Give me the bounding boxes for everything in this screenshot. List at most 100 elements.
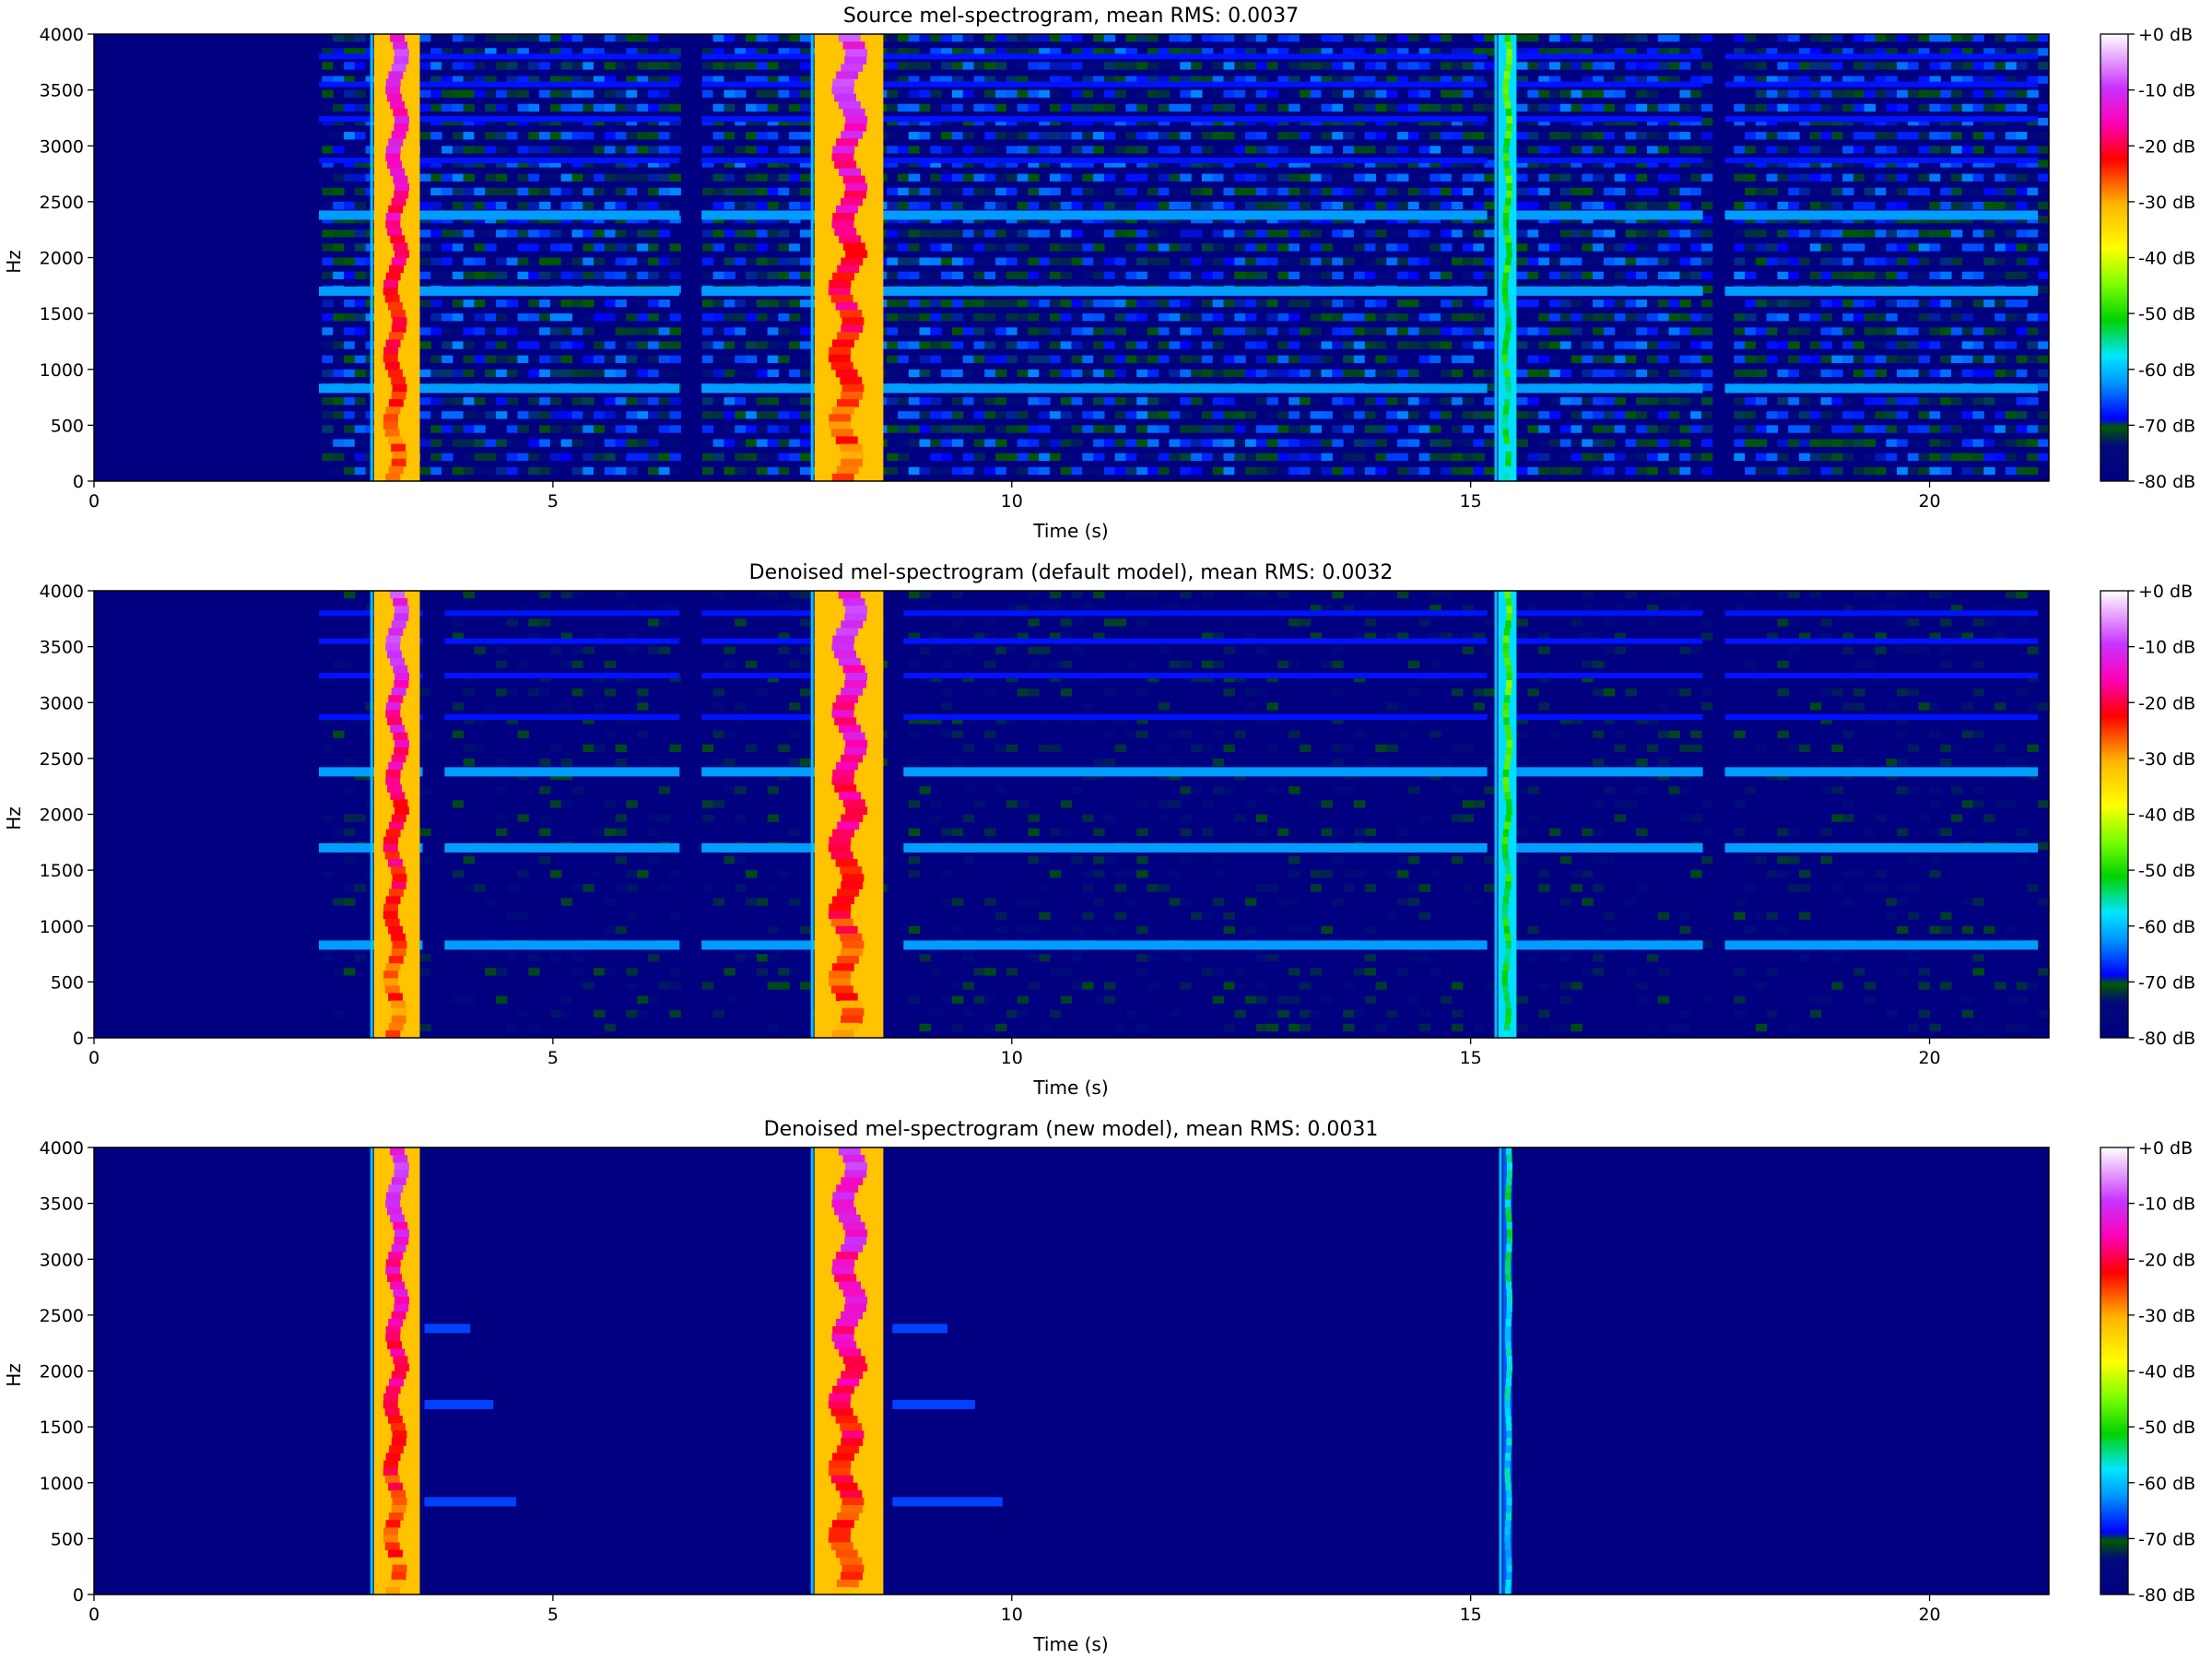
heatmap-cell	[1060, 257, 1073, 265]
speech-core	[390, 168, 406, 177]
heatmap-cell	[1136, 132, 1148, 140]
heatmap-cell	[1191, 48, 1203, 56]
heatmap-cell	[1180, 173, 1192, 182]
heatmap-cell	[1972, 201, 1984, 210]
heatmap-cell	[1983, 466, 1995, 476]
heatmap-cell	[1114, 313, 1126, 322]
heatmap-cell	[1950, 257, 1963, 265]
heatmap-cell	[1690, 243, 1702, 252]
heatmap-cell	[756, 229, 769, 238]
heatmap-cell	[1527, 201, 1539, 210]
heatmap-cell	[1538, 425, 1550, 433]
heatmap-cell	[528, 257, 540, 265]
heatmap-cell	[560, 355, 573, 363]
heatmap-cell	[1571, 187, 1583, 195]
heatmap-cell	[1657, 34, 1670, 42]
heatmap-cell	[930, 173, 942, 182]
heatmap-cell	[1625, 300, 1637, 308]
heatmap-cell	[1831, 453, 1843, 461]
heatmap-cell	[1571, 411, 1583, 419]
heatmap-cell	[1407, 313, 1420, 322]
heatmap-cell	[1745, 369, 1757, 378]
heatmap-cell	[1288, 132, 1300, 140]
heatmap-cell	[1451, 257, 1464, 265]
heatmap-cell	[354, 369, 367, 378]
heatmap-cell	[1700, 187, 1713, 195]
heatmap-cell	[658, 62, 671, 70]
heatmap-cell	[1430, 313, 1441, 322]
heatmap-cell	[669, 187, 681, 195]
heatmap-cell	[1527, 397, 1539, 406]
heatmap-cell	[648, 341, 660, 349]
heatmap-cell	[648, 425, 660, 433]
heatmap-cell	[1255, 146, 1268, 154]
heatmap-cell	[1582, 146, 1594, 154]
heatmap-cell	[1462, 146, 1475, 154]
heatmap-cell	[756, 62, 769, 70]
heatmap-cell	[1277, 341, 1289, 349]
heatmap-cell	[1571, 327, 1583, 335]
heatmap-cell	[1082, 62, 1094, 70]
heatmap-cell	[637, 103, 649, 112]
heatmap-cell	[1375, 425, 1387, 433]
speech-core	[841, 317, 865, 325]
heatmap-cell	[333, 103, 345, 112]
heatmap-cell	[1397, 257, 1409, 265]
heatmap-cell	[930, 34, 942, 42]
heatmap-cell	[1809, 48, 1822, 56]
heatmap-cell	[1603, 411, 1616, 419]
heatmap-cell	[539, 201, 551, 210]
heatmap-cell	[908, 103, 921, 112]
heatmap-cell	[1310, 369, 1323, 378]
heatmap-cell	[1125, 187, 1137, 195]
heatmap-cell	[322, 76, 334, 84]
heatmap-cell	[626, 341, 638, 349]
heatmap-cell	[1147, 187, 1159, 195]
heatmap-cell	[1441, 341, 1453, 349]
heatmap-cell	[1559, 439, 1572, 447]
speech-core	[383, 347, 399, 356]
speech-core	[1504, 310, 1512, 318]
heatmap-cell	[1972, 34, 1984, 42]
heatmap-cell	[637, 229, 649, 238]
heatmap-cell	[1071, 173, 1083, 182]
heatmap-cell	[1310, 229, 1323, 238]
heatmap-cell	[1647, 355, 1659, 363]
heatmap-cell	[669, 355, 681, 363]
heatmap-cell	[1994, 257, 2006, 265]
heatmap-cell	[984, 48, 996, 56]
heatmap-cell	[898, 327, 910, 335]
heatmap-cell	[354, 300, 367, 308]
heatmap-cell	[778, 300, 790, 308]
heatmap-cell	[1343, 132, 1355, 140]
heatmap-cell	[1180, 439, 1192, 447]
heatmap-cell	[1060, 201, 1073, 210]
heatmap-cell	[485, 300, 497, 308]
heatmap-cell	[615, 355, 627, 363]
heatmap-cell	[354, 341, 367, 349]
heatmap-cell	[799, 397, 812, 406]
heatmap-cell	[517, 411, 529, 419]
heatmap-cell	[1300, 369, 1312, 378]
heatmap-cell	[1430, 453, 1441, 461]
heatmap-cell	[919, 397, 931, 406]
heatmap-cell	[582, 271, 594, 279]
heatmap-cell	[1886, 132, 1898, 140]
heatmap-cell	[1397, 187, 1409, 195]
heatmap-cell	[1451, 397, 1464, 406]
heatmap-cell	[767, 201, 779, 210]
heatmap-cell	[1745, 146, 1757, 154]
heatmap-cell	[1538, 159, 1550, 168]
heatmap-cell	[1777, 89, 1789, 98]
heatmap-cell	[506, 425, 519, 433]
heatmap-cell	[1777, 76, 1789, 84]
heatmap-cell	[1636, 355, 1648, 363]
heatmap-cell	[485, 89, 497, 98]
heatmap-cell	[1897, 34, 1909, 42]
heatmap-cell	[430, 466, 442, 476]
heatmap-cell	[1614, 313, 1627, 322]
heatmap-cell	[1093, 103, 1105, 112]
heatmap-cell	[2005, 355, 2018, 363]
heatmap-cell	[354, 814, 367, 822]
